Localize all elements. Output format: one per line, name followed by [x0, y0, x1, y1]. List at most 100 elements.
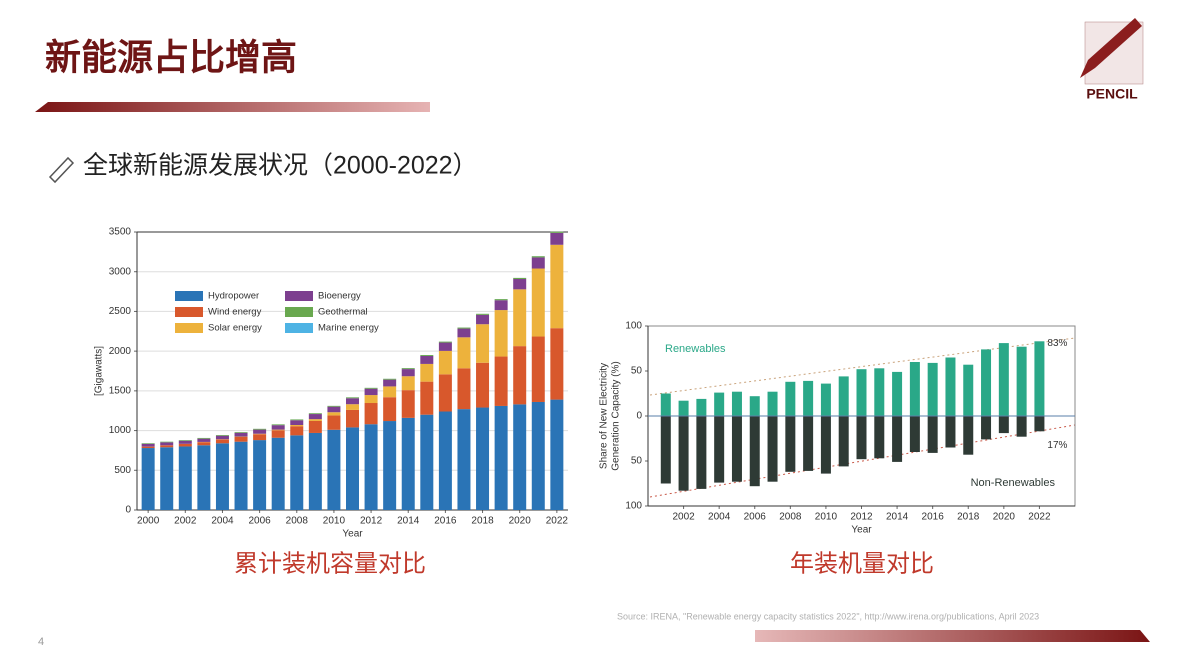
bar: [874, 368, 885, 416]
y-tick-label: 0: [125, 505, 131, 516]
x-tick-label: 2018: [957, 512, 980, 523]
bar: [856, 369, 867, 416]
bar: [253, 429, 267, 434]
slide-title: 新能源占比增高: [45, 37, 297, 78]
bar: [178, 443, 192, 447]
bar: [364, 387, 378, 389]
legend-label: Solar energy: [208, 323, 262, 334]
bar: [438, 411, 452, 510]
bar: [678, 416, 689, 491]
y-tick-label: 2500: [109, 306, 132, 317]
bar: [327, 415, 341, 430]
bar: [308, 413, 322, 415]
bar: [401, 368, 415, 370]
bar: [364, 388, 378, 396]
bar: [290, 425, 304, 427]
x-tick-label: 2006: [248, 516, 271, 527]
bar: [874, 416, 885, 459]
bar: [731, 416, 742, 482]
bar: [401, 390, 415, 418]
bar: [550, 232, 564, 245]
bar: [215, 435, 229, 440]
bar: [234, 441, 248, 510]
legend-swatch: [175, 323, 203, 333]
y-axis-label: [Gigawatts]: [94, 346, 105, 396]
bar: [1034, 341, 1045, 416]
bar: [476, 314, 490, 325]
bar: [494, 310, 508, 357]
bar: [346, 404, 359, 410]
x-tick-label: 2002: [672, 512, 695, 523]
bar: [160, 447, 174, 510]
bar: [197, 437, 211, 439]
bar: [457, 409, 471, 510]
legend-label: Geothermal: [318, 307, 368, 318]
bar: [346, 409, 359, 428]
bar: [383, 379, 397, 387]
x-tick-label: 2012: [360, 516, 383, 527]
y-axis-label: Generation Capacity (%): [611, 361, 622, 471]
bar: [803, 380, 814, 416]
bar: [513, 404, 527, 510]
bar: [856, 416, 867, 460]
bar: [892, 416, 903, 462]
x-tick-label: 2000: [137, 516, 160, 527]
pencil-icon: [48, 156, 75, 184]
bar: [820, 416, 831, 474]
slide-subtitle: 全球新能源发展状况（2000-2022）: [83, 152, 478, 180]
bar: [178, 440, 192, 441]
bar: [838, 416, 849, 467]
bar: [438, 342, 452, 351]
y-tick-label: 100: [625, 321, 642, 332]
bar: [420, 355, 434, 364]
bar: [160, 441, 174, 443]
bar: [660, 393, 671, 416]
bar: [197, 445, 211, 510]
bar: [714, 392, 725, 416]
bar: [550, 231, 564, 233]
bar: [457, 337, 471, 369]
bar: [927, 362, 938, 416]
bar: [420, 363, 434, 382]
bar: [290, 420, 304, 426]
bar: [1034, 416, 1045, 432]
bar: [476, 407, 490, 510]
bar: [513, 289, 527, 347]
bar: [253, 428, 267, 430]
y-axis-label: Share of New Electricity: [599, 363, 610, 469]
bar: [141, 443, 155, 447]
source-note: Source: IRENA, "Renewable energy capacit…: [617, 611, 1039, 621]
bar: [892, 371, 903, 416]
x-tick-label: 2022: [546, 516, 569, 527]
x-tick-label: 2010: [323, 516, 346, 527]
bar: [364, 403, 378, 425]
bar: [820, 383, 831, 416]
legend-swatch: [175, 307, 203, 317]
bar: [197, 442, 211, 446]
bar: [714, 416, 725, 483]
bar: [457, 328, 471, 338]
bar: [327, 406, 341, 413]
legend-swatch: [285, 323, 313, 333]
bar: [438, 350, 452, 375]
bar: [513, 279, 527, 290]
y-tick-label: 1500: [109, 385, 132, 396]
bar: [981, 349, 992, 416]
bar: [476, 324, 490, 363]
bar: [271, 430, 285, 438]
bar: [346, 398, 359, 405]
x-tick-label: 2010: [815, 512, 838, 523]
logo-pencil: [1080, 18, 1142, 78]
legend-label: Hydropower: [208, 291, 259, 302]
chart-caption: 年装机量对比: [790, 550, 934, 577]
bar: [271, 429, 285, 431]
bar: [998, 343, 1009, 416]
bar: [963, 364, 974, 416]
bar: [457, 327, 471, 329]
bar: [438, 374, 452, 412]
bar: [531, 257, 545, 269]
bar: [531, 336, 545, 402]
bar: [457, 368, 471, 410]
bar: [660, 416, 671, 484]
y-tick-label: 50: [631, 456, 643, 467]
